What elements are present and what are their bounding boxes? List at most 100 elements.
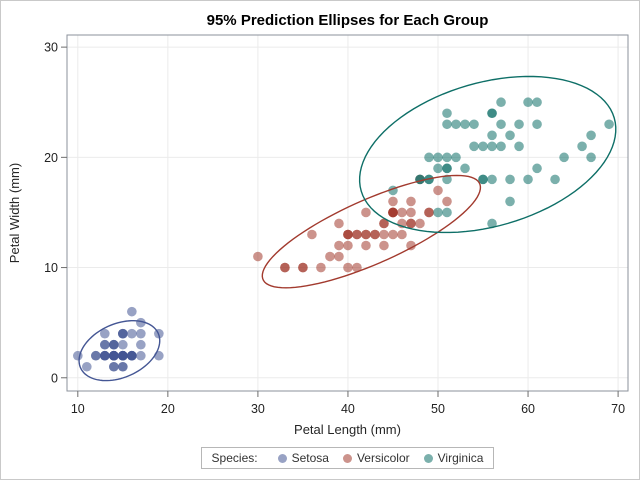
legend-label-setosa: Setosa bbox=[291, 451, 329, 465]
data-point bbox=[496, 119, 506, 130]
data-point bbox=[334, 251, 344, 262]
data-point bbox=[370, 229, 380, 240]
x-tick-label: 30 bbox=[251, 402, 265, 416]
data-point bbox=[487, 174, 497, 185]
data-point bbox=[478, 141, 488, 152]
data-point bbox=[559, 152, 569, 163]
data-point bbox=[109, 350, 119, 361]
data-point bbox=[514, 141, 524, 152]
series-points-versicolor bbox=[253, 174, 452, 273]
data-point bbox=[91, 350, 101, 361]
data-point bbox=[361, 229, 371, 240]
data-point bbox=[127, 350, 137, 361]
data-point bbox=[379, 218, 389, 229]
data-point bbox=[442, 108, 452, 119]
data-point bbox=[604, 119, 614, 130]
data-point bbox=[532, 97, 542, 108]
data-point bbox=[433, 207, 443, 218]
data-point bbox=[469, 119, 479, 130]
data-point bbox=[298, 262, 308, 273]
data-point bbox=[406, 240, 416, 251]
data-point bbox=[532, 163, 542, 174]
data-point bbox=[424, 207, 434, 218]
prediction-ellipse-setosa bbox=[78, 320, 161, 382]
data-point bbox=[397, 207, 407, 218]
data-point bbox=[334, 240, 344, 251]
data-point bbox=[442, 196, 452, 207]
data-point bbox=[397, 229, 407, 240]
x-axis-label: Petal Length (mm) bbox=[294, 422, 401, 437]
x-tick-label: 70 bbox=[611, 402, 625, 416]
data-point bbox=[100, 339, 110, 350]
data-point bbox=[136, 328, 146, 339]
legend-title: Species: bbox=[211, 451, 258, 465]
data-point bbox=[514, 119, 524, 130]
data-point bbox=[343, 262, 353, 273]
data-point bbox=[424, 152, 434, 163]
x-tick-label: 40 bbox=[341, 402, 355, 416]
data-point bbox=[118, 361, 128, 372]
data-point bbox=[136, 317, 146, 328]
data-point bbox=[586, 130, 596, 141]
data-point bbox=[325, 251, 335, 262]
data-point bbox=[379, 229, 389, 240]
virginica-marker-icon bbox=[423, 453, 433, 463]
data-point bbox=[487, 108, 497, 119]
data-point bbox=[406, 196, 416, 207]
data-point bbox=[109, 339, 119, 350]
series-points-virginica bbox=[388, 97, 614, 229]
data-point bbox=[433, 163, 443, 174]
x-tick-label: 60 bbox=[521, 402, 535, 416]
data-point bbox=[253, 251, 263, 262]
y-tick-label: 0 bbox=[51, 371, 58, 385]
data-point bbox=[496, 141, 506, 152]
data-point bbox=[307, 229, 317, 240]
data-point bbox=[136, 339, 146, 350]
data-point bbox=[442, 163, 452, 174]
data-point bbox=[460, 119, 470, 130]
data-point bbox=[118, 328, 128, 339]
series-points-setosa bbox=[73, 306, 164, 372]
chart-title: 95% Prediction Ellipses for Each Group bbox=[206, 12, 489, 29]
y-tick-label: 10 bbox=[44, 261, 58, 275]
y-axis-label: Petal Width (mm) bbox=[7, 162, 22, 264]
y-tick-label: 20 bbox=[44, 151, 58, 165]
data-point bbox=[451, 119, 461, 130]
data-point bbox=[415, 218, 425, 229]
data-point bbox=[100, 328, 110, 339]
legend-item-virginica: Virginica bbox=[423, 451, 483, 465]
data-point bbox=[361, 207, 371, 218]
data-point bbox=[379, 240, 389, 251]
data-point bbox=[100, 350, 110, 361]
data-point bbox=[406, 218, 416, 229]
data-point bbox=[478, 174, 488, 185]
data-point bbox=[550, 174, 560, 185]
data-point bbox=[136, 350, 146, 361]
data-point bbox=[316, 262, 326, 273]
data-point bbox=[343, 240, 353, 251]
data-point bbox=[487, 218, 497, 229]
data-point bbox=[352, 262, 362, 273]
data-point bbox=[118, 350, 128, 361]
data-point bbox=[154, 350, 164, 361]
data-point bbox=[487, 130, 497, 141]
data-point bbox=[343, 229, 353, 240]
data-point bbox=[496, 97, 506, 108]
prediction-ellipse-versicolor bbox=[261, 174, 482, 289]
prediction-ellipse-virginica bbox=[358, 75, 617, 234]
legend-box: Species: Setosa Versicolor Virginica bbox=[200, 447, 495, 469]
data-point bbox=[487, 141, 497, 152]
data-point bbox=[523, 174, 533, 185]
x-tick-label: 10 bbox=[71, 402, 85, 416]
data-point bbox=[433, 152, 443, 163]
data-point bbox=[82, 361, 92, 372]
data-point bbox=[532, 119, 542, 130]
data-point bbox=[127, 306, 137, 317]
legend: Species: Setosa Versicolor Virginica bbox=[67, 447, 628, 469]
setosa-marker-icon bbox=[277, 453, 287, 463]
data-point bbox=[577, 141, 587, 152]
data-point bbox=[442, 174, 452, 185]
data-point bbox=[352, 229, 362, 240]
